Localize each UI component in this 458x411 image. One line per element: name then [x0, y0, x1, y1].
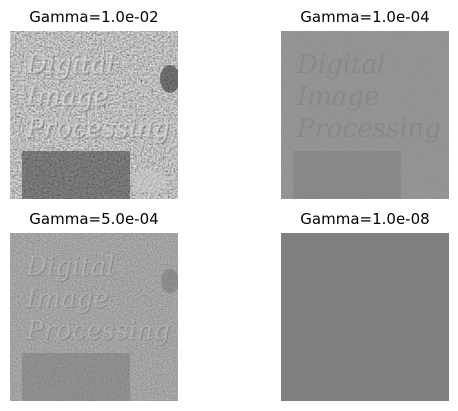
svg-text:Image: Image: [26, 83, 109, 113]
image-panel-2: Gamma=1.0e-04 Digital Image Processing: [281, 6, 449, 199]
panel-title: Gamma=5.0e-04: [29, 210, 159, 228]
svg-text:Digital: Digital: [296, 50, 385, 80]
svg-text:Processing: Processing: [26, 115, 171, 145]
filtered-image-4: [281, 233, 449, 401]
panel-title: Gamma=1.0e-02: [29, 8, 159, 26]
svg-text:Digital: Digital: [25, 50, 114, 80]
svg-text:Digital: Digital: [26, 51, 115, 81]
svg-text:Digital: Digital: [25, 252, 114, 282]
svg-text:Processing: Processing: [25, 316, 170, 346]
filtered-image-3: Digital Digital Image Image Processing P…: [10, 233, 178, 401]
image-panel-3: Gamma=5.0e-04 Digital Digital Image Imag…: [10, 208, 178, 401]
svg-text:Image: Image: [26, 285, 109, 315]
svg-text:Image: Image: [25, 284, 108, 314]
svg-text:Processing: Processing: [25, 114, 170, 144]
svg-text:Image: Image: [25, 82, 108, 112]
image-panel-1: Gamma=1.0e-02 Digit: [10, 6, 178, 199]
panel-title: Gamma=1.0e-08: [300, 210, 430, 228]
svg-text:Digital: Digital: [26, 253, 115, 283]
svg-text:Processing: Processing: [26, 317, 171, 347]
panel-title: Gamma=1.0e-04: [300, 8, 430, 26]
svg-text:Processing: Processing: [296, 114, 441, 144]
svg-text:Image: Image: [296, 82, 379, 112]
filtered-image-1: Digital Digital Image Image Processing P…: [10, 31, 178, 199]
filtered-image-2: Digital Image Processing: [281, 31, 449, 199]
image-panel-4: Gamma=1.0e-08: [281, 208, 449, 401]
